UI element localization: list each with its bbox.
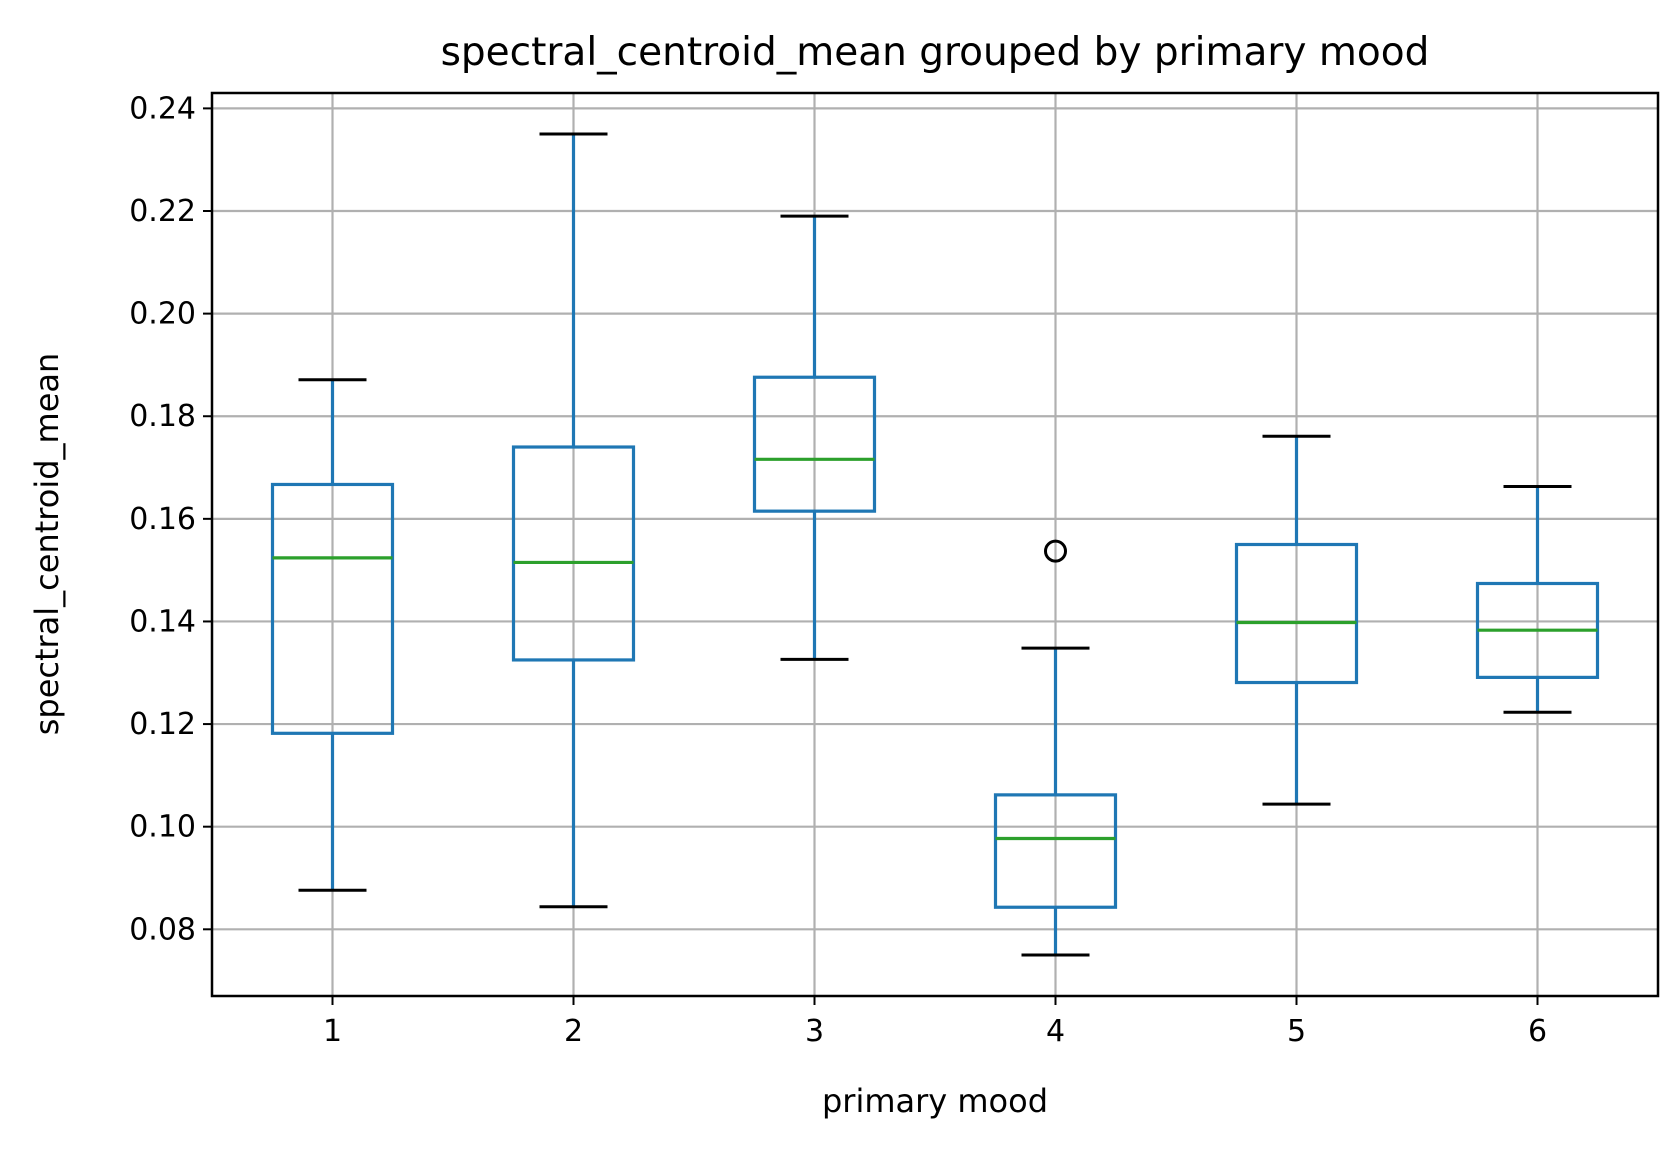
plot-frame	[210, 91, 1660, 998]
y-tick-label: 0.18	[129, 399, 196, 434]
outlier-point	[1044, 539, 1067, 563]
x-tick-label: 6	[1528, 1014, 1547, 1049]
iqr-box	[270, 482, 395, 735]
y-tick-label: 0.12	[129, 707, 196, 742]
y-tick-label: 0.16	[129, 502, 196, 537]
y-tick-label: 0.24	[129, 91, 196, 126]
y-tick-label: 0.08	[129, 912, 196, 947]
iqr-box	[752, 375, 877, 513]
y-tick-label: 0.14	[129, 604, 196, 639]
box-group-1	[270, 378, 395, 892]
box-group-3	[752, 214, 877, 661]
y-axis-label: spectral_centroid_mean	[28, 353, 66, 736]
x-tick-label: 1	[323, 1014, 342, 1049]
boxes-layer	[270, 132, 1600, 957]
iqr-box	[993, 793, 1118, 909]
chart-title: spectral_centroid_mean grouped by primar…	[441, 30, 1430, 75]
y-tick-label: 0.20	[129, 297, 196, 332]
box-group-5	[1234, 434, 1359, 806]
x-axis-label: primary mood	[822, 1082, 1048, 1120]
box-group-4	[993, 539, 1118, 957]
y-tick-label: 0.22	[129, 194, 196, 229]
x-tick-label: 4	[1046, 1014, 1065, 1049]
y-tick-label: 0.10	[129, 810, 196, 845]
ticks-layer: 0.08 0.10 0.12 0.14 0.16 0.18 0.20 0.22 0.24 1 2 3 4…	[129, 91, 1547, 1049]
x-tick-label: 2	[564, 1014, 583, 1049]
x-tick-label: 5	[1287, 1014, 1306, 1049]
x-tick-label: 3	[805, 1014, 824, 1049]
grid-layer	[212, 93, 1658, 996]
iqr-box	[1234, 542, 1359, 685]
box-group-2	[511, 132, 636, 909]
iqr-box	[511, 445, 636, 662]
box-group-6	[1475, 485, 1600, 714]
